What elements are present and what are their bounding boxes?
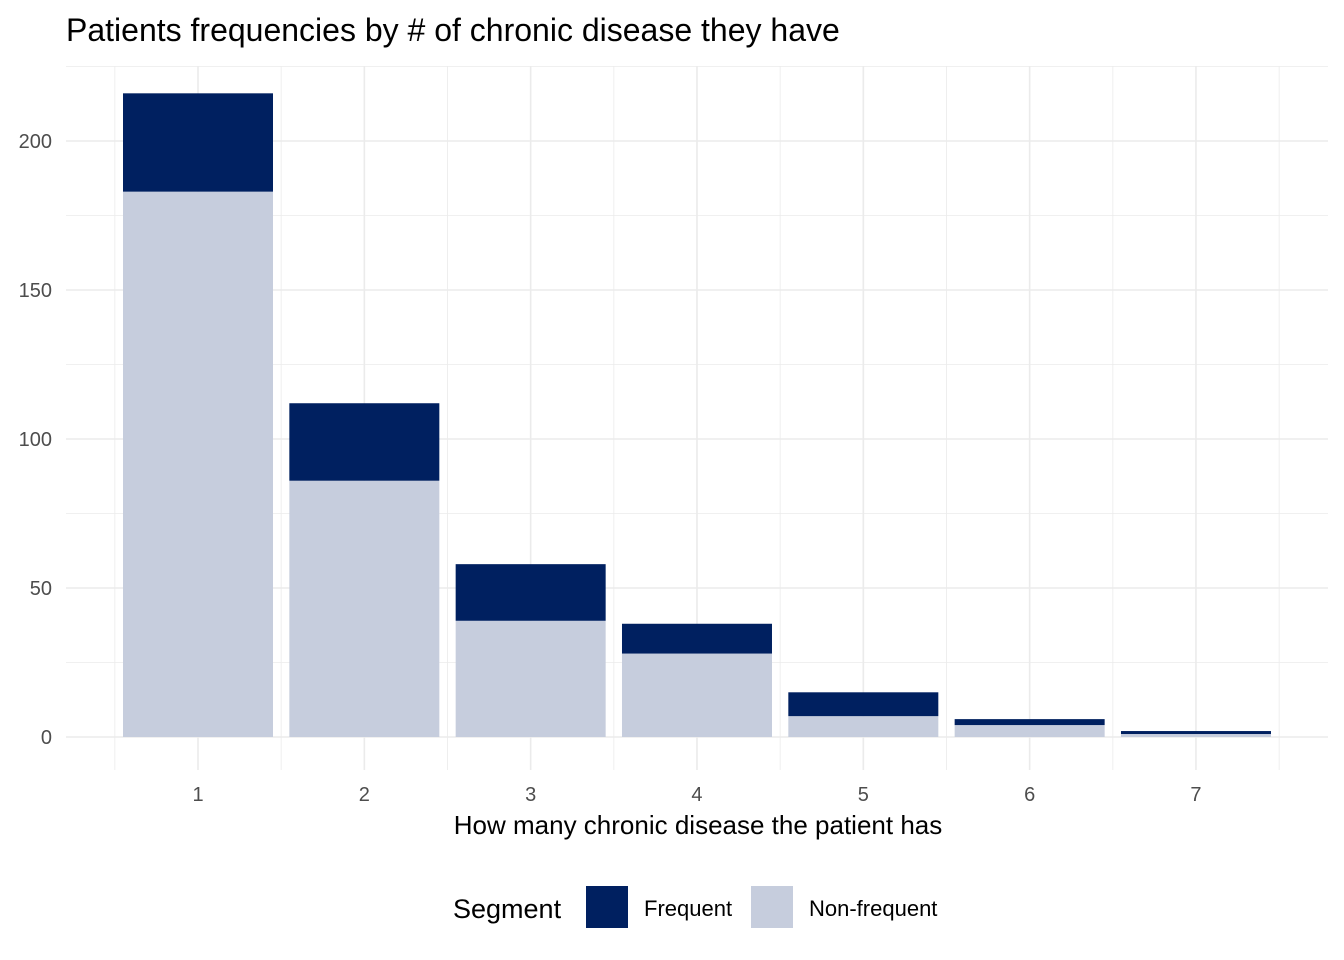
bar-non-frequent-1 <box>123 191 273 737</box>
x-tick-label: 1 <box>192 784 203 806</box>
bar-non-frequent-5 <box>788 716 939 737</box>
bars <box>123 93 1271 737</box>
x-axis-ticks: 1 2 3 4 5 6 7 <box>192 784 1201 806</box>
x-tick-label: 7 <box>1190 784 1201 806</box>
y-tick-label: 100 <box>19 429 52 451</box>
x-tick-label: 3 <box>525 784 536 806</box>
bar-frequent-2 <box>289 403 440 481</box>
bar-non-frequent-7 <box>1120 734 1271 737</box>
legend-label-non-frequent: Non-frequent <box>809 896 937 921</box>
bar-frequent-6 <box>954 719 1105 726</box>
bar-frequent-4 <box>621 623 772 654</box>
x-tick-label: 6 <box>1024 784 1035 806</box>
bar-frequent-7 <box>1120 731 1271 735</box>
bar-non-frequent-2 <box>289 480 440 737</box>
y-axis-ticks: 0 50 100 150 200 <box>19 131 52 749</box>
bar-frequent-3 <box>455 564 606 621</box>
legend-key-frequent <box>586 886 628 928</box>
x-tick-label: 5 <box>858 784 869 806</box>
bar-non-frequent-3 <box>455 620 606 737</box>
bar-frequent-1 <box>123 93 273 192</box>
legend-key-non-frequent <box>751 886 793 928</box>
legend: Segment Frequent Non-frequent <box>453 886 937 928</box>
legend-label-frequent: Frequent <box>644 896 732 921</box>
x-tick-label: 4 <box>691 784 702 806</box>
y-tick-label: 200 <box>19 131 52 153</box>
y-tick-label: 50 <box>30 578 52 600</box>
bar-non-frequent-6 <box>954 725 1105 737</box>
chart-title: Patients frequencies by # of chronic dis… <box>66 12 840 48</box>
bar-frequent-5 <box>788 692 939 717</box>
x-tick-label: 2 <box>359 784 370 806</box>
y-tick-label: 0 <box>41 727 52 749</box>
legend-title: Segment <box>453 894 562 924</box>
bar-non-frequent-4 <box>621 653 772 737</box>
y-tick-label: 150 <box>19 280 52 302</box>
x-axis-title: How many chronic disease the patient has <box>454 810 943 840</box>
